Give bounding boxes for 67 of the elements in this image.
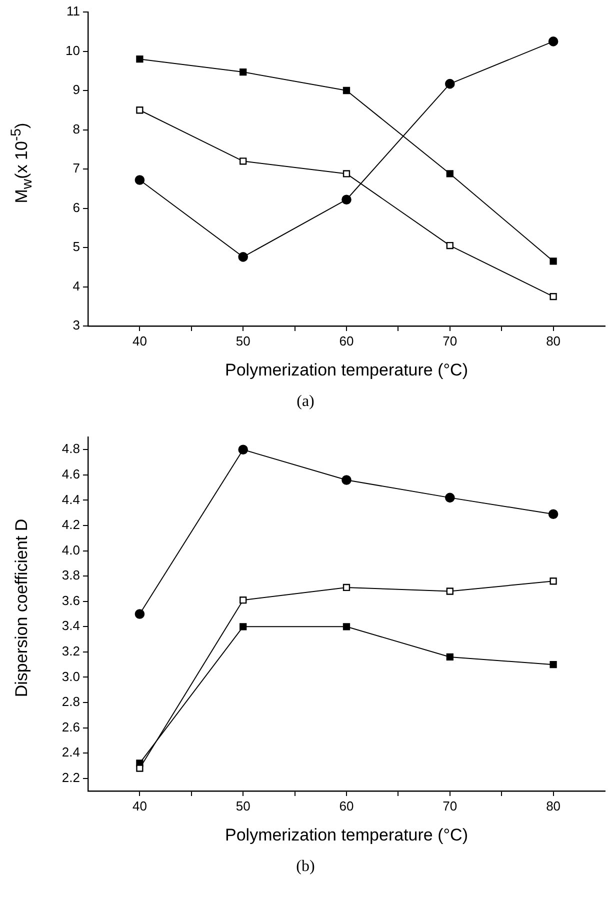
point [342, 86, 350, 94]
y-tick-label: 4.0 [62, 542, 80, 558]
point [342, 475, 352, 485]
y-tick-label: 8 [72, 121, 80, 136]
y-tick-label: 6 [72, 200, 80, 215]
point [134, 175, 145, 185]
point [445, 492, 455, 503]
x-tick-label: 70 [442, 798, 458, 814]
y-tick-label: 2.6 [62, 719, 80, 734]
point [240, 596, 247, 604]
x-tick-label: 80 [546, 333, 561, 348]
y-tick-label: 11 [66, 4, 80, 19]
point [548, 36, 558, 46]
point [550, 578, 557, 585]
x-tick-label: 40 [132, 333, 147, 348]
y-tick-label: 3.6 [62, 592, 80, 608]
point [342, 194, 352, 205]
point [136, 56, 144, 63]
y-tick-label: 3.0 [62, 668, 80, 684]
y-tick-label: 4.6 [62, 466, 80, 482]
y-tick-label: 4.4 [62, 492, 80, 507]
y-tick-label: 2.2 [62, 770, 80, 785]
y-tick-label: 5 [72, 239, 80, 254]
point [446, 170, 454, 178]
point [134, 609, 145, 619]
y-tick-label: 2.4 [62, 744, 80, 760]
point [550, 292, 557, 300]
point [445, 78, 455, 89]
point [446, 588, 454, 595]
text: (a) [296, 393, 316, 411]
x-axis-title: Polymerization temperature (°C) [225, 360, 468, 380]
text: (b) [295, 858, 316, 876]
point [240, 623, 247, 630]
x-tick-label: 60 [339, 333, 354, 348]
point [342, 623, 350, 630]
y-tick-label: 10 [66, 42, 80, 58]
point [136, 106, 144, 114]
x-tick-label: 50 [236, 333, 250, 348]
x-tick-label: 40 [132, 798, 147, 814]
point [446, 653, 454, 661]
point [240, 68, 247, 76]
y-tick-label: 4 [72, 278, 80, 294]
point [342, 170, 350, 178]
point [238, 252, 248, 262]
y-tick-label: 4.2 [62, 517, 80, 532]
point [550, 661, 557, 668]
y-tick-label: 3.4 [62, 618, 80, 634]
y-tick-label: 3.8 [62, 568, 80, 583]
y-tick-label: 9 [72, 82, 80, 98]
x-tick-label: 50 [236, 798, 250, 814]
x-axis-title: Polymerization temperature (°C) [225, 825, 468, 844]
point [342, 584, 350, 592]
x-tick-label: 70 [442, 333, 458, 348]
point [550, 258, 557, 265]
point [446, 242, 454, 250]
point [240, 158, 247, 165]
point [548, 509, 558, 520]
x-tick-label: 60 [339, 798, 354, 814]
x-tick-label: 80 [546, 798, 561, 814]
y-tick-label: 2.8 [62, 694, 80, 710]
y-axis-title: Dispersion coefficient D [12, 518, 32, 697]
y-tick-label: 4.8 [62, 441, 80, 456]
point [136, 764, 144, 772]
y-tick-label: 3 [72, 318, 80, 333]
point [238, 444, 248, 455]
y-tick-label: 7 [72, 160, 80, 176]
y-tick-label: 3.2 [62, 644, 80, 659]
